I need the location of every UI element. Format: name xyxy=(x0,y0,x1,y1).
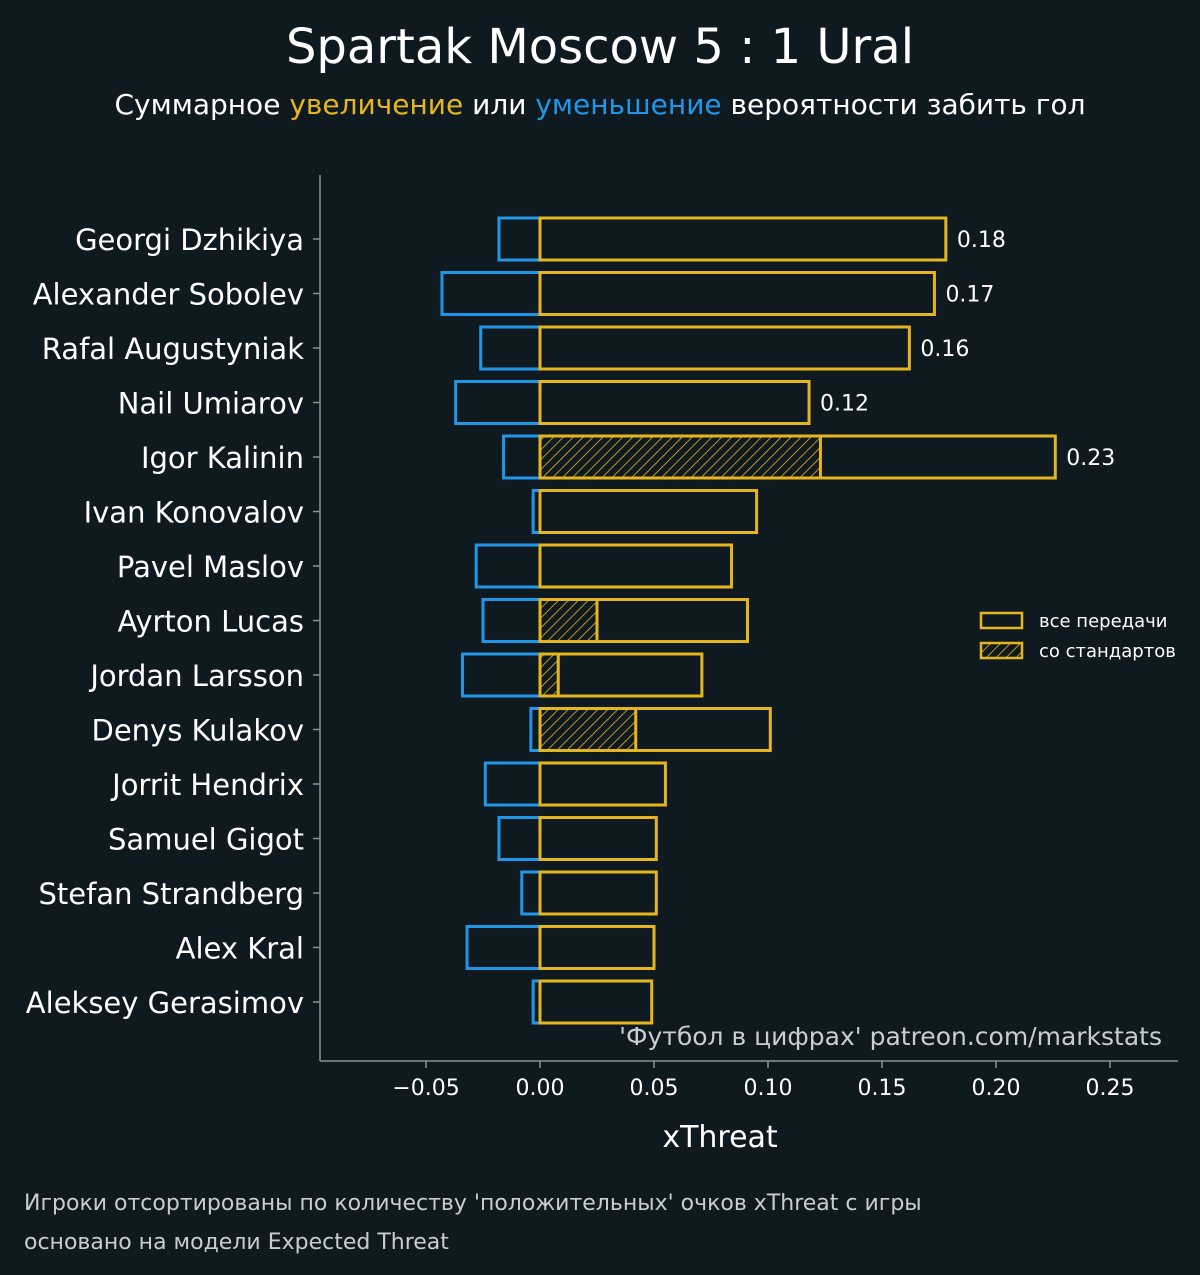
value-label-rafal-augustyniak: 0.16 xyxy=(920,337,969,362)
y-label-stefan-strandberg: Stefan Strandberg xyxy=(38,877,304,911)
legend-swatch-set-pieces xyxy=(979,641,1024,660)
bar-positive-alexander-sobolev xyxy=(538,271,936,316)
x-tick-label: 0.25 xyxy=(1086,1076,1135,1101)
legend: все передачи со стандартов xyxy=(979,611,1176,662)
subtitle-negative-word: уменьшение xyxy=(535,88,721,121)
bar-positive-jordan-larsson xyxy=(538,652,704,698)
y-label-alex-kral: Alex Kral xyxy=(176,932,304,966)
bar-negative-alexander-sobolev xyxy=(440,271,542,316)
x-tick-label: −0.05 xyxy=(392,1076,459,1101)
x-tick-label: 0.15 xyxy=(858,1076,907,1101)
bar-negative-igor-kalinin xyxy=(502,434,542,480)
bar-positive-nail-umiarov xyxy=(538,380,811,425)
value-label-nail-umiarov: 0.12 xyxy=(820,392,869,417)
bars-group: 0.18 0.17 0.16 0.12 0.23 xyxy=(440,216,1115,1025)
bar-positive-igor-kalinin xyxy=(538,434,1057,480)
y-label-jordan-larsson: Jordan Larsson xyxy=(88,659,304,693)
subtitle-positive-word: увеличение xyxy=(289,88,463,121)
bar-positive-ivan-konovalov xyxy=(538,489,759,534)
y-tick-labels: Georgi Dzhikiya Alexander Sobolev Rafal Au… xyxy=(26,223,320,1020)
y-label-ivan-konovalov: Ivan Konovalov xyxy=(84,496,304,530)
bar-negative-georgi-dzhikiya xyxy=(497,216,542,262)
bar-positive-rafal-augustyniak xyxy=(538,325,911,371)
value-label-alexander-sobolev: 0.17 xyxy=(945,283,994,308)
bar-negative-jordan-larsson xyxy=(460,652,542,698)
y-label-georgi-dzhikiya: Georgi Dzhikiya xyxy=(75,223,304,257)
y-label-denys-kulakov: Denys Kulakov xyxy=(92,714,305,748)
bar-positive-jorrit-hendrix xyxy=(538,761,667,807)
legend-swatch-all-passes xyxy=(979,611,1024,630)
bar-positive-stefan-strandberg xyxy=(538,870,658,916)
bar-negative-ayrton-lucas xyxy=(481,598,542,643)
bar-set-pieces-denys-kulakov xyxy=(538,707,638,752)
subtitle-middle: или xyxy=(463,88,535,121)
bar-set-pieces-igor-kalinin xyxy=(538,434,822,480)
watermark: 'Футбол в цифрах' patreon.com/markstats xyxy=(619,1022,1162,1051)
y-label-pavel-maslov: Pavel Maslov xyxy=(117,550,304,584)
x-tick-label: 0.10 xyxy=(744,1076,793,1101)
legend-label-all-passes: все передачи xyxy=(1039,611,1167,632)
x-tick-label: 0.20 xyxy=(972,1076,1021,1101)
bar-negative-alex-kral xyxy=(465,925,542,970)
x-tick-label: 0.00 xyxy=(516,1076,565,1101)
bar-positive-samuel-gigot xyxy=(538,816,658,861)
bar-positive-ayrton-lucas xyxy=(538,598,749,643)
bar-negative-pavel-maslov xyxy=(474,543,542,589)
x-ticks: −0.05 0.00 0.05 0.10 0.15 0.20 0.25 xyxy=(392,1061,1134,1101)
value-label-georgi-dzhikiya: 0.18 xyxy=(957,228,1006,253)
bar-positive-georgi-dzhikiya xyxy=(538,216,948,262)
bar-set-pieces-jordan-larsson xyxy=(538,652,560,698)
legend-label-set-pieces: со стандартов xyxy=(1039,641,1176,662)
bar-positive-pavel-maslov xyxy=(538,543,734,589)
y-label-samuel-gigot: Samuel Gigot xyxy=(108,823,304,857)
bar-negative-stefan-strandberg xyxy=(520,870,542,916)
subtitle-prefix: Суммарное xyxy=(114,88,289,121)
x-tick-label: 0.05 xyxy=(630,1076,679,1101)
y-label-alexander-sobolev: Alexander Sobolev xyxy=(33,278,304,312)
bar-positive-aleksey-gerasimov xyxy=(538,979,654,1025)
y-label-aleksey-gerasimov: Aleksey Gerasimov xyxy=(26,986,304,1020)
bar-negative-rafal-augustyniak xyxy=(479,325,542,371)
x-axis-label: xThreat xyxy=(662,1120,778,1155)
bar-positive-denys-kulakov xyxy=(538,707,772,752)
value-label-igor-kalinin: 0.23 xyxy=(1066,446,1115,471)
bar-negative-samuel-gigot xyxy=(497,816,542,861)
bar-positive-alex-kral xyxy=(538,925,656,970)
footnote-line-2: основано на модели Expected Threat xyxy=(24,1230,449,1255)
bar-negative-jorrit-hendrix xyxy=(483,761,542,807)
subtitle-suffix: вероятности забить гол xyxy=(722,88,1086,121)
chart-subtitle: Суммарное увеличение или уменьшение веро… xyxy=(114,88,1085,121)
chart-title: Spartak Moscow 5 : 1 Ural xyxy=(286,19,914,75)
bar-negative-nail-umiarov xyxy=(454,380,542,425)
y-label-jorrit-hendrix: Jorrit Hendrix xyxy=(110,768,304,802)
y-label-igor-kalinin: Igor Kalinin xyxy=(141,441,304,475)
bar-set-pieces-ayrton-lucas xyxy=(538,598,599,643)
footnote-line-1: Игроки отсортированы по количеству 'поло… xyxy=(24,1191,922,1216)
y-label-nail-umiarov: Nail Umiarov xyxy=(118,387,304,421)
y-label-ayrton-lucas: Ayrton Lucas xyxy=(117,605,304,639)
y-label-rafal-augustyniak: Rafal Augustyniak xyxy=(42,332,304,366)
